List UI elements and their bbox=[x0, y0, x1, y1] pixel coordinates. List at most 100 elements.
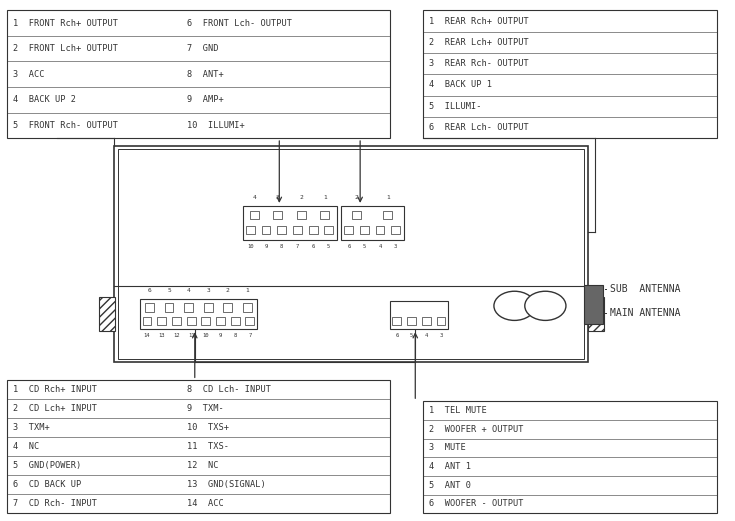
Text: 2  REAR Lch+ OUTPUT: 2 REAR Lch+ OUTPUT bbox=[429, 38, 528, 47]
Text: 11: 11 bbox=[188, 333, 194, 339]
Text: 6  REAR Lch- OUTPUT: 6 REAR Lch- OUTPUT bbox=[429, 123, 528, 132]
Bar bbox=[437, 317, 445, 326]
Bar bbox=[172, 317, 181, 325]
Text: 3  MUTE: 3 MUTE bbox=[429, 443, 465, 452]
Bar bbox=[245, 317, 254, 325]
Text: 9  AMP+: 9 AMP+ bbox=[187, 95, 223, 104]
Text: 6: 6 bbox=[312, 244, 315, 249]
Text: 3: 3 bbox=[440, 333, 442, 339]
Bar bbox=[360, 226, 369, 234]
Bar bbox=[324, 226, 333, 234]
Text: 5  ILLUMI-: 5 ILLUMI- bbox=[429, 102, 481, 110]
Bar bbox=[391, 226, 400, 234]
Text: 5: 5 bbox=[363, 244, 366, 249]
Bar bbox=[390, 301, 448, 329]
Text: 3  TXM+: 3 TXM+ bbox=[13, 423, 50, 432]
Text: 8: 8 bbox=[234, 333, 237, 339]
Text: 10: 10 bbox=[247, 244, 254, 249]
Bar bbox=[341, 206, 404, 240]
Bar bbox=[246, 226, 255, 234]
Text: 8  ANT+: 8 ANT+ bbox=[187, 70, 223, 79]
Text: 10  TXS+: 10 TXS+ bbox=[187, 423, 229, 432]
Text: 9: 9 bbox=[219, 333, 222, 339]
Text: 3: 3 bbox=[394, 244, 398, 249]
Bar bbox=[262, 226, 270, 234]
Text: 4  NC: 4 NC bbox=[13, 442, 40, 451]
Bar bbox=[243, 303, 252, 312]
Bar bbox=[297, 211, 306, 219]
Text: 4: 4 bbox=[425, 333, 428, 339]
Text: 7  GND: 7 GND bbox=[187, 44, 218, 53]
Text: 3  REAR Rch- OUTPUT: 3 REAR Rch- OUTPUT bbox=[429, 59, 528, 68]
Text: 14  ACC: 14 ACC bbox=[187, 499, 223, 508]
Text: 4: 4 bbox=[379, 244, 381, 249]
Text: 7: 7 bbox=[295, 244, 299, 249]
Text: 6: 6 bbox=[347, 244, 351, 249]
Text: 6  CD BACK UP: 6 CD BACK UP bbox=[13, 480, 82, 489]
Bar bbox=[422, 317, 431, 326]
Text: 1  FRONT Rch+ OUTPUT: 1 FRONT Rch+ OUTPUT bbox=[13, 19, 118, 28]
Text: 6: 6 bbox=[395, 333, 398, 339]
Text: 12: 12 bbox=[173, 333, 179, 339]
Bar bbox=[204, 303, 212, 312]
Text: 3  ACC: 3 ACC bbox=[13, 70, 45, 79]
Text: 13: 13 bbox=[159, 333, 165, 339]
Bar bbox=[376, 226, 384, 234]
Bar bbox=[423, 401, 717, 513]
Text: 7: 7 bbox=[248, 333, 251, 339]
Circle shape bbox=[494, 291, 535, 320]
Bar bbox=[201, 317, 210, 325]
Bar bbox=[320, 211, 329, 219]
Bar bbox=[250, 211, 259, 219]
Bar bbox=[157, 317, 166, 325]
Bar bbox=[7, 10, 390, 138]
Text: 3: 3 bbox=[207, 288, 210, 293]
Bar bbox=[345, 226, 354, 234]
Text: 5: 5 bbox=[410, 333, 413, 339]
Text: 2: 2 bbox=[355, 194, 359, 200]
Bar bbox=[588, 297, 604, 331]
Text: 11  TXS-: 11 TXS- bbox=[187, 442, 229, 451]
Text: 9: 9 bbox=[265, 244, 268, 249]
Text: 4  BACK UP 2: 4 BACK UP 2 bbox=[13, 95, 76, 104]
Text: 2: 2 bbox=[299, 194, 304, 200]
Text: 12  NC: 12 NC bbox=[187, 461, 218, 470]
Text: 8: 8 bbox=[280, 244, 284, 249]
Bar bbox=[223, 303, 232, 312]
Text: 4  ANT 1: 4 ANT 1 bbox=[429, 462, 470, 471]
Text: 1: 1 bbox=[245, 288, 249, 293]
Text: 2  FRONT Lch+ OUTPUT: 2 FRONT Lch+ OUTPUT bbox=[13, 44, 118, 53]
Bar bbox=[99, 297, 115, 331]
Text: 2  WOOFER + OUTPUT: 2 WOOFER + OUTPUT bbox=[429, 425, 523, 433]
Text: 9  TXM-: 9 TXM- bbox=[187, 404, 223, 413]
Text: 7  CD Rch- INPUT: 7 CD Rch- INPUT bbox=[13, 499, 97, 508]
Bar bbox=[216, 317, 225, 325]
Bar bbox=[165, 303, 173, 312]
Text: 6  WOOFER - OUTPUT: 6 WOOFER - OUTPUT bbox=[429, 499, 523, 508]
Bar bbox=[118, 149, 584, 359]
Bar bbox=[145, 303, 154, 312]
Text: 10  ILLUMI+: 10 ILLUMI+ bbox=[187, 121, 245, 130]
Text: 4  BACK UP 1: 4 BACK UP 1 bbox=[429, 80, 492, 90]
Bar bbox=[309, 226, 318, 234]
Text: 2: 2 bbox=[226, 288, 230, 293]
Text: 5  ANT 0: 5 ANT 0 bbox=[429, 481, 470, 490]
Text: 6: 6 bbox=[148, 288, 151, 293]
Text: 3: 3 bbox=[276, 194, 280, 200]
Text: 8  CD Lch- INPUT: 8 CD Lch- INPUT bbox=[187, 386, 271, 394]
Text: SUB  ANTENNA: SUB ANTENNA bbox=[610, 284, 681, 294]
Bar bbox=[293, 226, 302, 234]
Text: 10: 10 bbox=[203, 333, 209, 339]
Text: 2  CD Lch+ INPUT: 2 CD Lch+ INPUT bbox=[13, 404, 97, 413]
Text: 5  FRONT Rch- OUTPUT: 5 FRONT Rch- OUTPUT bbox=[13, 121, 118, 130]
Bar bbox=[7, 380, 390, 513]
Bar bbox=[273, 211, 282, 219]
Text: 4: 4 bbox=[252, 194, 257, 200]
Text: 1: 1 bbox=[386, 194, 390, 200]
Text: 5  GND(POWER): 5 GND(POWER) bbox=[13, 461, 82, 470]
Text: 5: 5 bbox=[327, 244, 331, 249]
Bar bbox=[140, 299, 257, 329]
Bar bbox=[187, 317, 196, 325]
Text: MAIN ANTENNA: MAIN ANTENNA bbox=[610, 307, 681, 318]
Text: 6  FRONT Lch- OUTPUT: 6 FRONT Lch- OUTPUT bbox=[187, 19, 292, 28]
